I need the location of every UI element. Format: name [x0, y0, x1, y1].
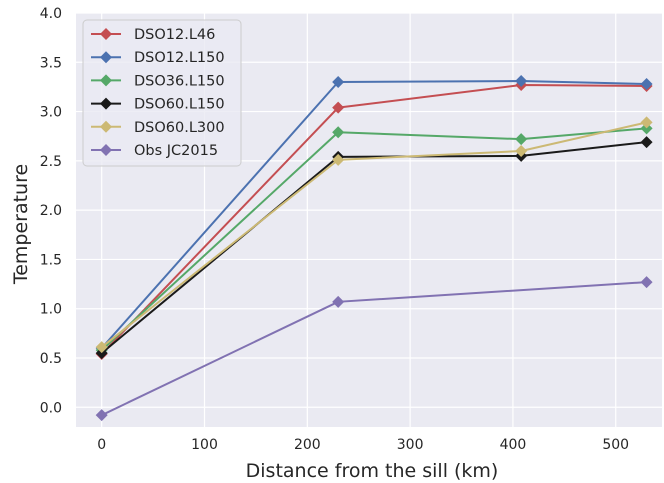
legend-box: [82, 19, 242, 167]
legend-label: DSO12.L150: [134, 50, 225, 66]
legend-marker: [100, 120, 112, 133]
legend-item: DSO60.L150: [91, 97, 225, 113]
y-axis-label: Temperature: [10, 164, 32, 285]
legend: DSO12.L46 DSO12.L150 DSO36.L150 DSO60.L150 D…: [82, 19, 242, 167]
data-point: [640, 77, 653, 90]
series-line: [101, 121, 647, 348]
x-tick-label: 0: [97, 437, 106, 453]
y-tick-label: 4.0: [40, 6, 62, 22]
legend-marker: [100, 74, 112, 87]
y-tick-label: 0.5: [40, 351, 62, 367]
data-point: [332, 153, 345, 166]
y-tick-label: 1.5: [40, 252, 62, 268]
legend-item: DSO12.L150: [91, 50, 225, 66]
data-point: [515, 75, 528, 88]
y-tick-label: 2.0: [40, 203, 62, 219]
legend-item: DSO60.L300: [91, 120, 225, 136]
data-point: [95, 409, 108, 422]
legend-label: DSO12.L46: [134, 27, 215, 43]
x-axis-label: Distance from the sill (km): [246, 460, 499, 482]
data-point: [515, 133, 528, 146]
series-line: [101, 127, 647, 351]
data-point: [332, 295, 345, 308]
x-tick-labels: 0 100 200 300 400 500: [97, 437, 629, 453]
y-tick-label: 1.0: [40, 302, 62, 318]
x-tick-label: 100: [191, 437, 218, 453]
legend-marker: [100, 51, 112, 64]
legend-item: DSO12.L46: [91, 27, 215, 43]
legend-marker: [100, 28, 112, 40]
x-tick-label: 200: [294, 437, 321, 453]
data-point: [640, 136, 653, 149]
legend-label: DSO60.L150: [134, 97, 225, 113]
y-tick-labels: 0.0 0.5 1.0 1.5 2.0 2.5 3.0 3.5 4.0: [40, 6, 62, 416]
data-point: [332, 126, 345, 139]
x-tick-label: 400: [500, 437, 527, 453]
series-line: [100, 83, 647, 355]
series-dso60-l300: [95, 116, 653, 354]
data-point: [515, 145, 528, 157]
y-tick-label: 2.5: [40, 154, 62, 170]
y-tick-label: 3.0: [40, 105, 62, 121]
series-dso12-l150: [95, 75, 653, 355]
legend-label: DSO60.L300: [134, 120, 225, 136]
y-tick-label: 0.0: [40, 400, 62, 416]
legend-item: Obs JC2015: [91, 143, 218, 159]
legend-marker: [100, 144, 112, 156]
grid: [76, 12, 662, 427]
data-point: [332, 101, 345, 114]
x-tick-label: 500: [602, 437, 629, 453]
data-point: [95, 341, 108, 354]
legend-marker: [100, 97, 112, 110]
data-point: [640, 276, 653, 289]
x-tick-label: 300: [397, 437, 424, 453]
y-tick-label: 3.5: [40, 55, 62, 71]
legend-item: DSO36.L150: [91, 73, 225, 89]
data-point: [640, 116, 653, 129]
series-line: [100, 80, 647, 349]
legend-label: Obs JC2015: [134, 143, 218, 159]
legend-label: DSO36.L150: [134, 73, 225, 89]
series-obs-jc2015: [95, 276, 653, 422]
series-layer: [95, 75, 653, 422]
data-point: [332, 76, 345, 88]
